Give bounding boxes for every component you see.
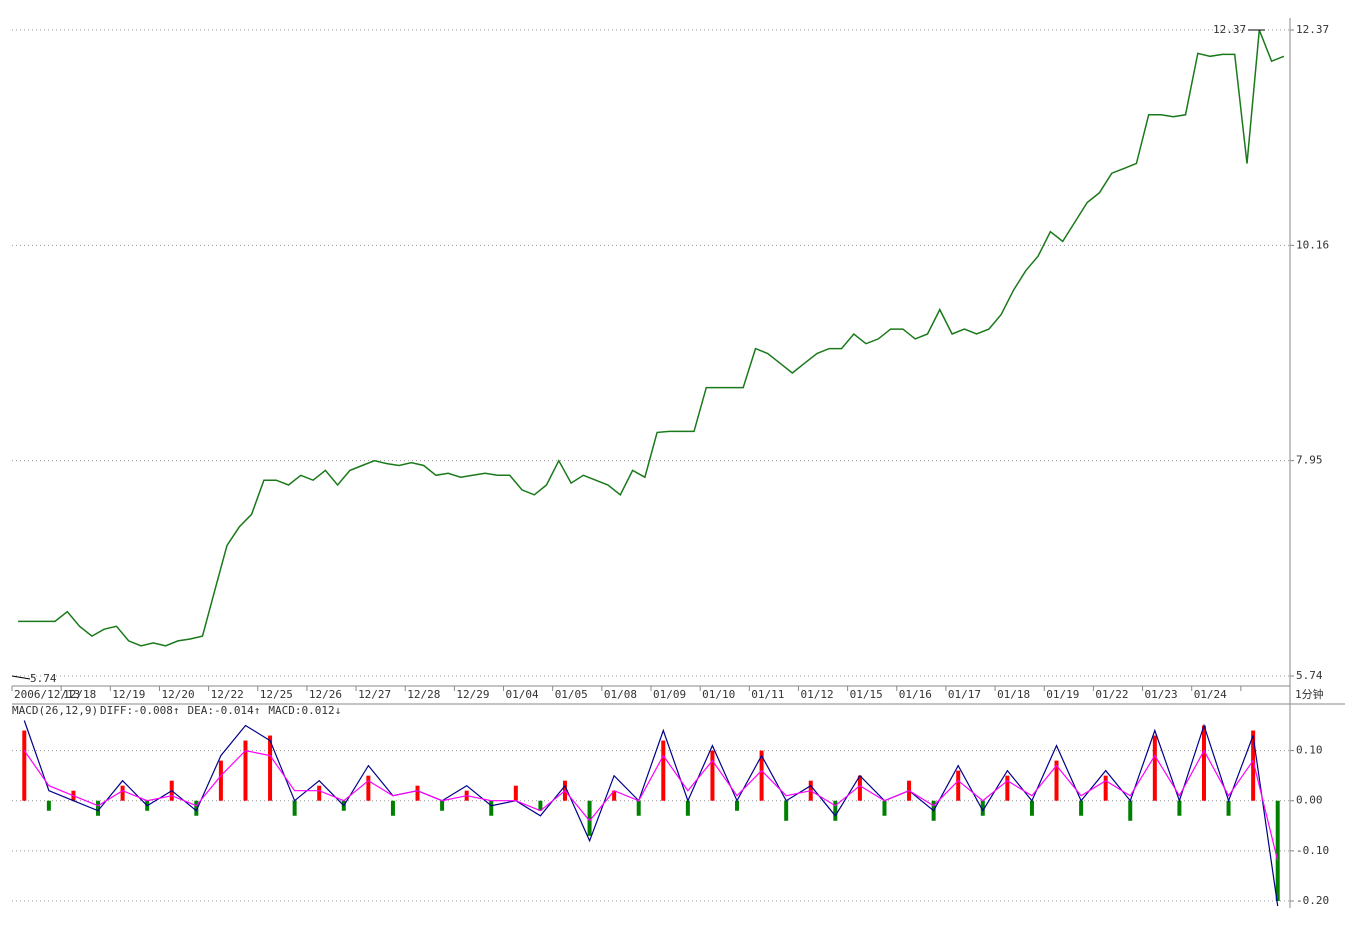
macd-bar	[1005, 775, 1010, 801]
legend-entry: DEA:-0.014↑	[187, 704, 260, 717]
macd-bar	[268, 735, 273, 801]
macd-bar	[612, 790, 617, 801]
macd-bar	[784, 800, 789, 821]
y-tick-label: 0.10	[1296, 744, 1323, 757]
x-tick-label: 01/15	[850, 688, 883, 701]
y-tick-label: 12.37	[1296, 23, 1329, 36]
y-tick-label: 5.74	[1296, 669, 1323, 682]
macd-bar	[882, 800, 887, 816]
x-tick-label: 12/20	[161, 688, 194, 701]
indicator-line	[23, 720, 1279, 907]
y-tick-label: 0.00	[1296, 794, 1323, 807]
macd-bar	[440, 800, 445, 811]
macd-bar	[218, 760, 223, 801]
x-tick-label: 12/28	[407, 688, 440, 701]
macd-bar	[513, 785, 518, 801]
x-tick-label: 01/09	[653, 688, 686, 701]
macd-bar	[685, 800, 690, 816]
macd-bar	[956, 770, 961, 801]
macd-bar	[22, 730, 27, 801]
macd-bar	[710, 750, 715, 801]
x-tick-label: 12/25	[260, 688, 293, 701]
macd-bar	[317, 785, 322, 801]
macd-bar	[538, 800, 543, 811]
period-label: 1分钟	[1295, 687, 1324, 701]
macd-bar	[1152, 735, 1157, 801]
min-pointer	[11, 675, 31, 680]
macd-bar	[292, 800, 297, 816]
x-tick-label: 01/12	[800, 688, 833, 701]
x-tick-label: 01/19	[1046, 688, 1079, 701]
max-annotation: 12.37	[1213, 23, 1246, 36]
x-tick-label: 01/23	[1145, 688, 1178, 701]
x-tick-label: 01/18	[997, 688, 1030, 701]
y-tick-label: 7.95	[1296, 454, 1323, 467]
y-tick-label: -0.10	[1296, 844, 1329, 857]
macd-bar	[1275, 800, 1280, 901]
macd-bar	[1103, 775, 1108, 801]
legend-entry: DIFF:-0.008↑	[100, 704, 179, 717]
x-tick-label: 12/18	[63, 688, 96, 701]
y-tick-label: -0.20	[1296, 894, 1329, 907]
x-tick-label: 01/17	[948, 688, 981, 701]
macd-bar	[96, 800, 101, 816]
x-tick-label: 01/05	[555, 688, 588, 701]
macd-bar	[120, 785, 125, 801]
indicator-line	[23, 749, 1279, 862]
macd-bar	[833, 800, 838, 821]
x-tick-label: 01/16	[899, 688, 932, 701]
macd-bar	[415, 785, 420, 801]
x-tick-label: 2006/12/13	[14, 688, 80, 701]
x-tick-label: 12/27	[358, 688, 391, 701]
macd-bar	[661, 740, 666, 801]
x-tick-label: 01/22	[1095, 688, 1128, 701]
macd-bar	[759, 750, 764, 801]
macd-bar	[1226, 800, 1231, 816]
macd-bar	[1177, 800, 1182, 816]
macd-bar	[857, 775, 862, 801]
x-tick-label: 01/10	[702, 688, 735, 701]
min-annotation: 5.74	[30, 672, 57, 685]
macd-bar	[980, 800, 985, 816]
macd-bar	[1054, 760, 1059, 801]
macd-bar	[587, 800, 592, 836]
macd-bar	[1201, 725, 1206, 801]
x-tick-label: 01/11	[751, 688, 784, 701]
macd-bar	[489, 800, 494, 816]
x-tick-label: 01/04	[506, 688, 539, 701]
macd-bar	[366, 775, 371, 801]
x-tick-label: 12/22	[211, 688, 244, 701]
macd-bar	[1079, 800, 1084, 816]
macd-bar	[1251, 730, 1256, 801]
y-tick-label: 10.16	[1296, 238, 1329, 251]
macd-bar	[735, 800, 740, 811]
macd-bar	[1029, 800, 1034, 816]
macd-bar	[243, 740, 248, 801]
macd-bar	[1128, 800, 1133, 821]
x-tick-label: 01/24	[1194, 688, 1227, 701]
x-tick-label: 12/19	[112, 688, 145, 701]
x-tick-label: 01/08	[604, 688, 637, 701]
x-tick-label: 12/26	[309, 688, 342, 701]
indicator-title: MACD(26,12,9)	[12, 704, 98, 717]
macd-bar	[636, 800, 641, 816]
price-line	[18, 29, 1285, 647]
macd-bar	[194, 800, 199, 816]
legend-entry: MACD:0.012↓	[268, 704, 341, 717]
macd-bar	[46, 800, 51, 811]
macd-bar	[390, 800, 395, 816]
x-tick-label: 12/29	[456, 688, 489, 701]
